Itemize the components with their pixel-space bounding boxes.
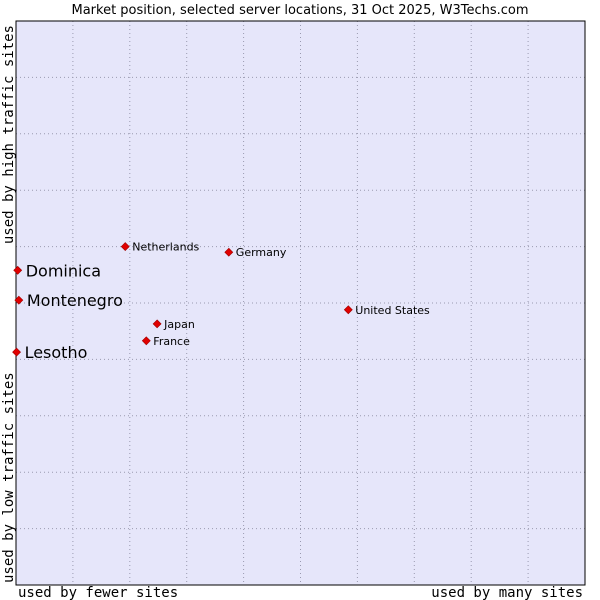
point-marker-netherlands: [120, 242, 130, 252]
grid-lines: [16, 21, 585, 585]
point-dominica: Dominica: [13, 261, 101, 280]
point-marker-montenegro: [14, 295, 24, 305]
point-label-united-states: United States: [355, 304, 430, 317]
point-marker-germany: [224, 247, 234, 257]
point-label-japan: Japan: [163, 318, 195, 331]
point-marker-japan: [152, 319, 162, 329]
point-japan: Japan: [152, 318, 195, 331]
data-points: Netherlands Germany Dominica Montenegro Unit…: [12, 241, 430, 362]
x-axis-label-high: used by many sites: [431, 585, 583, 600]
point-united-states: United States: [343, 304, 430, 317]
point-lesotho: Lesotho: [12, 343, 88, 362]
y-axis-label-low: used by low traffic sites: [1, 372, 17, 583]
y-axis-label-high: used by high traffic sites: [1, 25, 17, 244]
plot-border: [15, 20, 586, 586]
point-label-lesotho: Lesotho: [25, 343, 88, 362]
point-marker-united-states: [343, 305, 353, 315]
point-label-netherlands: Netherlands: [132, 241, 199, 254]
point-marker-france: [141, 336, 151, 346]
point-label-france: France: [153, 335, 190, 348]
point-label-germany: Germany: [236, 246, 287, 259]
point-label-montenegro: Montenegro: [27, 291, 123, 310]
x-axis-label-low: used by fewer sites: [18, 585, 178, 600]
point-label-dominica: Dominica: [26, 261, 101, 280]
point-marker-dominica: [13, 265, 23, 275]
point-germany: Germany: [224, 246, 287, 259]
point-montenegro: Montenegro: [14, 291, 123, 310]
chart-title: Market position, selected server locatio…: [71, 3, 528, 18]
point-marker-lesotho: [12, 347, 21, 357]
point-france: France: [141, 335, 190, 348]
point-netherlands: Netherlands: [120, 241, 200, 254]
